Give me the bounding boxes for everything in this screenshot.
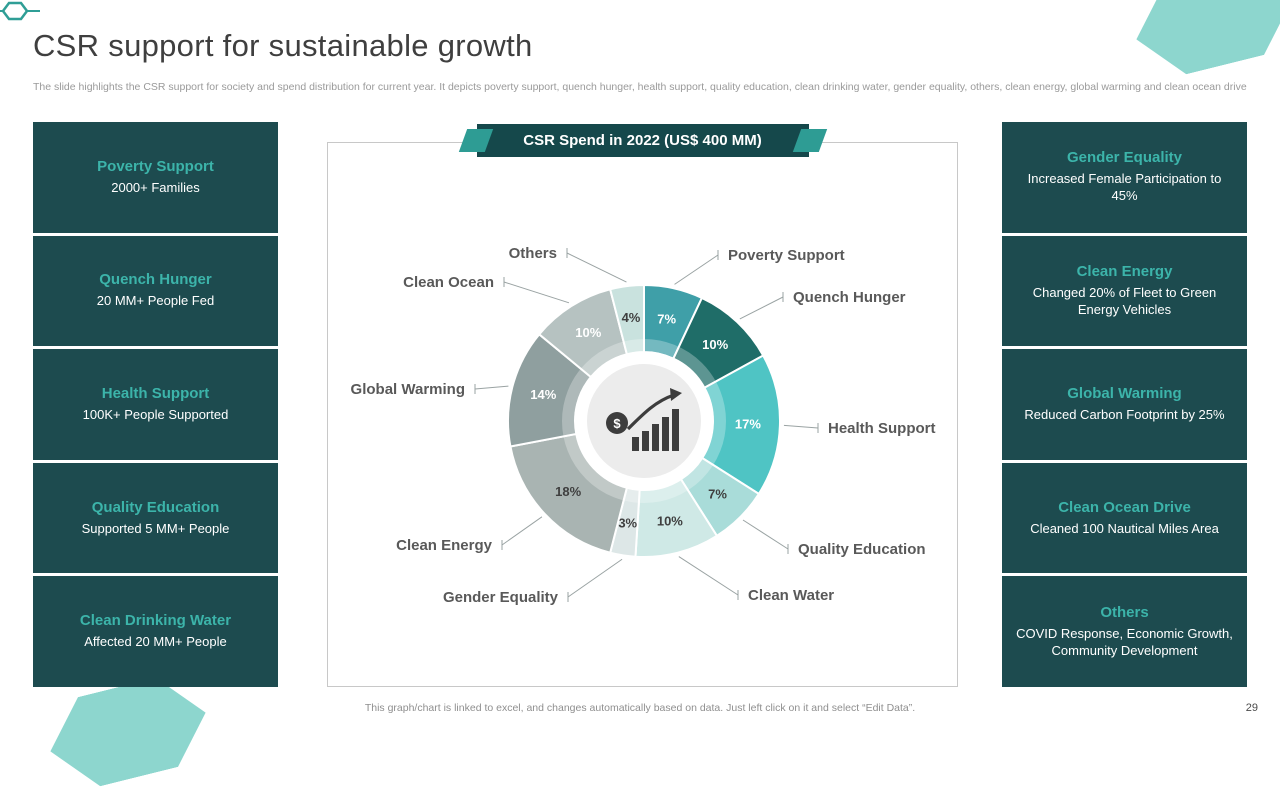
card-title: Gender Equality bbox=[1066, 149, 1183, 167]
card-text: Increased Female Participation to 45% bbox=[1027, 171, 1222, 204]
slice-label-clean-ocean: Clean Ocean bbox=[403, 274, 494, 291]
leader-line-global-warming bbox=[474, 384, 509, 394]
donut-chart[interactable]: 7% Poverty Support 10% Quench Hunger 17% Heal… bbox=[328, 143, 959, 688]
card-title: Clean Ocean Drive bbox=[1058, 498, 1191, 516]
slice-percent-label: 18% bbox=[555, 484, 581, 499]
pie-slice-others bbox=[608, 283, 645, 356]
card-text: 20 MM+ People Fed bbox=[96, 293, 215, 309]
svg-text:$: $ bbox=[613, 416, 621, 431]
slice-label-clean-energy: Clean Energy bbox=[396, 537, 493, 554]
card-others: Others COVID Response, Economic Growth, … bbox=[1002, 576, 1247, 687]
leader-line-quench-hunger bbox=[739, 292, 784, 320]
card-text: Supported 5 MM+ People bbox=[81, 520, 230, 536]
card-text: Reduced Carbon Footprint by 25% bbox=[1024, 407, 1225, 423]
slice-label-health-support: Health Support bbox=[828, 420, 936, 437]
card-title: Clean Energy bbox=[1076, 263, 1173, 280]
card-title: Quality Education bbox=[91, 498, 220, 516]
leader-line-clean-water bbox=[678, 556, 739, 600]
card-text: Affected 20 MM+ People bbox=[84, 634, 227, 650]
leader-line-clean-ocean bbox=[503, 277, 570, 304]
slice-label-gender-equality: Gender Equality bbox=[443, 589, 559, 606]
leader-line-gender-equality bbox=[567, 558, 623, 602]
footer-note: This graph/chart is linked to excel, and… bbox=[364, 702, 916, 714]
slice-percent-label: 7% bbox=[708, 487, 727, 502]
card-title: Health Support bbox=[101, 385, 210, 403]
leader-line-others bbox=[566, 248, 627, 283]
slide: CSR support for sustainable growth The s… bbox=[0, 0, 1280, 720]
slice-label-others: Others bbox=[509, 245, 557, 262]
slice-percent-label: 10% bbox=[702, 337, 728, 352]
inner-ring bbox=[562, 339, 726, 503]
card-clean-ocean-drive: Clean Ocean Drive Cleaned 100 Nautical M… bbox=[1002, 462, 1247, 574]
card-text: 2000+ Families bbox=[111, 179, 200, 195]
chart-title: CSR Spend in 2022 (US$ 400 MM) bbox=[523, 132, 762, 149]
card-quench-hunger: Quench Hunger 20 MM+ People Fed bbox=[33, 235, 278, 347]
slice-label-quench-hunger: Quench Hunger bbox=[793, 289, 906, 306]
growth-dollar-icon: $ bbox=[606, 388, 682, 451]
chart-title-banner: CSR Spend in 2022 (US$ 400 MM) bbox=[458, 124, 827, 157]
slice-percent-label: 3% bbox=[618, 516, 637, 531]
slice-label-quality-education: Quality Education bbox=[798, 541, 926, 558]
card-text: COVID Response, Economic Growth, Communi… bbox=[1016, 625, 1233, 658]
right-card-column: Gender Equality Increased Female Partici… bbox=[1002, 122, 1247, 687]
card-poverty-support: Poverty Support 2000+ Families bbox=[33, 122, 278, 233]
slice-label-clean-water: Clean Water bbox=[748, 587, 834, 604]
card-title: Poverty Support bbox=[97, 157, 214, 175]
slide-subtitle: The slide highlights the CSR support for… bbox=[33, 81, 1247, 93]
banner-left-cap bbox=[458, 129, 493, 152]
card-text: Cleaned 100 Nautical Miles Area bbox=[1030, 520, 1219, 536]
card-title: Global Warming bbox=[1067, 385, 1182, 403]
card-clean-drinking-water: Clean Drinking Water Affected 20 MM+ Peo… bbox=[33, 576, 278, 687]
slice-label-poverty-support: Poverty Support bbox=[728, 247, 845, 264]
chart-panel[interactable]: CSR Spend in 2022 (US$ 400 MM) 7% Poverty… bbox=[327, 124, 959, 688]
hexagon-decoration-bottom-left bbox=[39, 668, 217, 796]
hexagon-line-decoration bbox=[0, 1, 40, 21]
slice-percent-label: 4% bbox=[622, 310, 641, 325]
card-clean-energy: Clean Energy Changed 20% of Fleet to Gre… bbox=[1002, 235, 1247, 347]
card-title: Quench Hunger bbox=[99, 271, 212, 289]
leader-line-health-support bbox=[783, 423, 819, 433]
card-global-warming: Global Warming Reduced Carbon Footprint … bbox=[1002, 349, 1247, 460]
card-gender-equality: Gender Equality Increased Female Partici… bbox=[1002, 122, 1247, 233]
leader-line-poverty-support bbox=[674, 250, 719, 285]
leader-line-quality-education bbox=[742, 519, 789, 554]
page-number: 29 bbox=[1245, 702, 1258, 714]
slice-percent-label: 14% bbox=[530, 387, 556, 402]
card-quality-education: Quality Education Supported 5 MM+ People bbox=[33, 462, 278, 574]
slice-label-global-warming: Global Warming bbox=[351, 381, 465, 398]
slice-percent-label: 7% bbox=[657, 312, 676, 327]
slice-percent-label: 10% bbox=[575, 325, 601, 340]
card-title: Others bbox=[1100, 603, 1149, 621]
leader-line-clean-energy bbox=[501, 516, 543, 550]
card-health-support: Health Support 100K+ People Supported bbox=[33, 349, 278, 460]
left-card-column: Poverty Support 2000+ Families Quench Hu… bbox=[33, 122, 278, 687]
card-title: Clean Drinking Water bbox=[79, 612, 232, 630]
card-text: Changed 20% of Fleet to Green Energy Veh… bbox=[1032, 285, 1217, 317]
card-text: 100K+ People Supported bbox=[82, 407, 229, 423]
slice-percent-label: 17% bbox=[735, 416, 761, 431]
hexagon-decoration-top-right bbox=[1125, 0, 1280, 84]
center-disc bbox=[587, 364, 701, 478]
slice-percent-label: 10% bbox=[657, 514, 683, 529]
page-title: CSR support for sustainable growth bbox=[33, 28, 533, 63]
